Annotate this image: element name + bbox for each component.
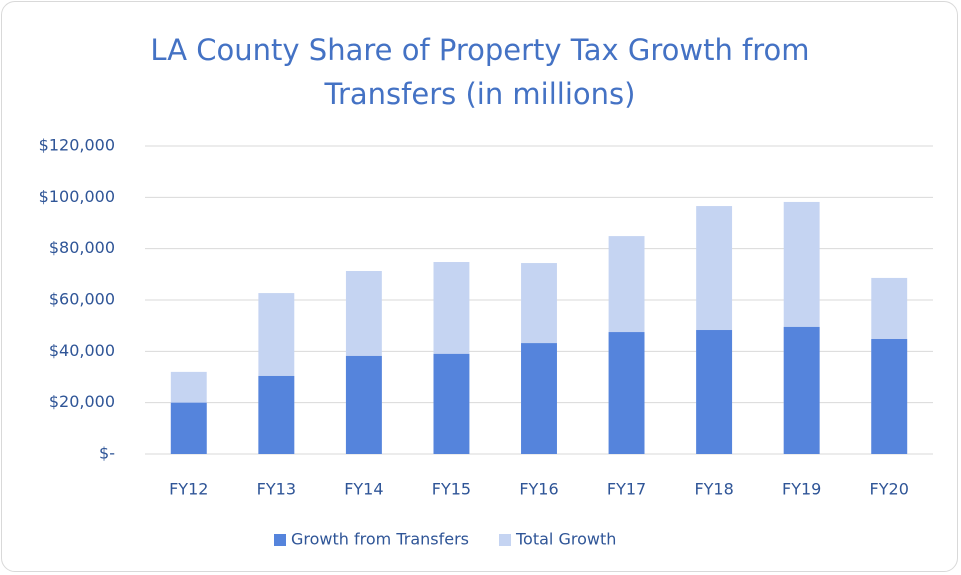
x-tick-label: FY18 bbox=[694, 480, 733, 499]
y-tick-label: $80,000 bbox=[49, 238, 115, 257]
bar bbox=[345, 355, 382, 454]
y-tick-label: $20,000 bbox=[49, 392, 115, 411]
bar bbox=[871, 339, 908, 454]
x-tick-label: FY12 bbox=[169, 480, 208, 499]
y-tick-label: $120,000 bbox=[39, 136, 115, 155]
x-tick-label: FY16 bbox=[519, 480, 558, 499]
y-tick-label: $40,000 bbox=[49, 341, 115, 360]
x-tick-label: FY17 bbox=[607, 480, 646, 499]
legend-label: Total Growth bbox=[515, 530, 616, 549]
y-tick-label: $- bbox=[99, 444, 115, 463]
x-tick-label: FY15 bbox=[432, 480, 471, 499]
y-tick-label: $60,000 bbox=[49, 290, 115, 309]
bar bbox=[170, 402, 207, 454]
x-tick-label: FY19 bbox=[782, 480, 821, 499]
x-tick-label: FY13 bbox=[257, 480, 296, 499]
legend-label: Growth from Transfers bbox=[291, 530, 469, 549]
bar bbox=[433, 353, 470, 454]
bar bbox=[608, 332, 645, 454]
chart-title: LA County Share of Property Tax Growth f… bbox=[150, 33, 810, 111]
x-tick-label: FY14 bbox=[344, 480, 383, 499]
x-tick-label: FY20 bbox=[870, 480, 909, 499]
bar bbox=[783, 326, 820, 454]
y-tick-label: $100,000 bbox=[39, 187, 115, 206]
bar bbox=[696, 330, 733, 454]
bar bbox=[258, 375, 295, 454]
legend-swatch bbox=[274, 534, 286, 546]
bar bbox=[521, 343, 557, 454]
legend-swatch bbox=[499, 534, 511, 546]
